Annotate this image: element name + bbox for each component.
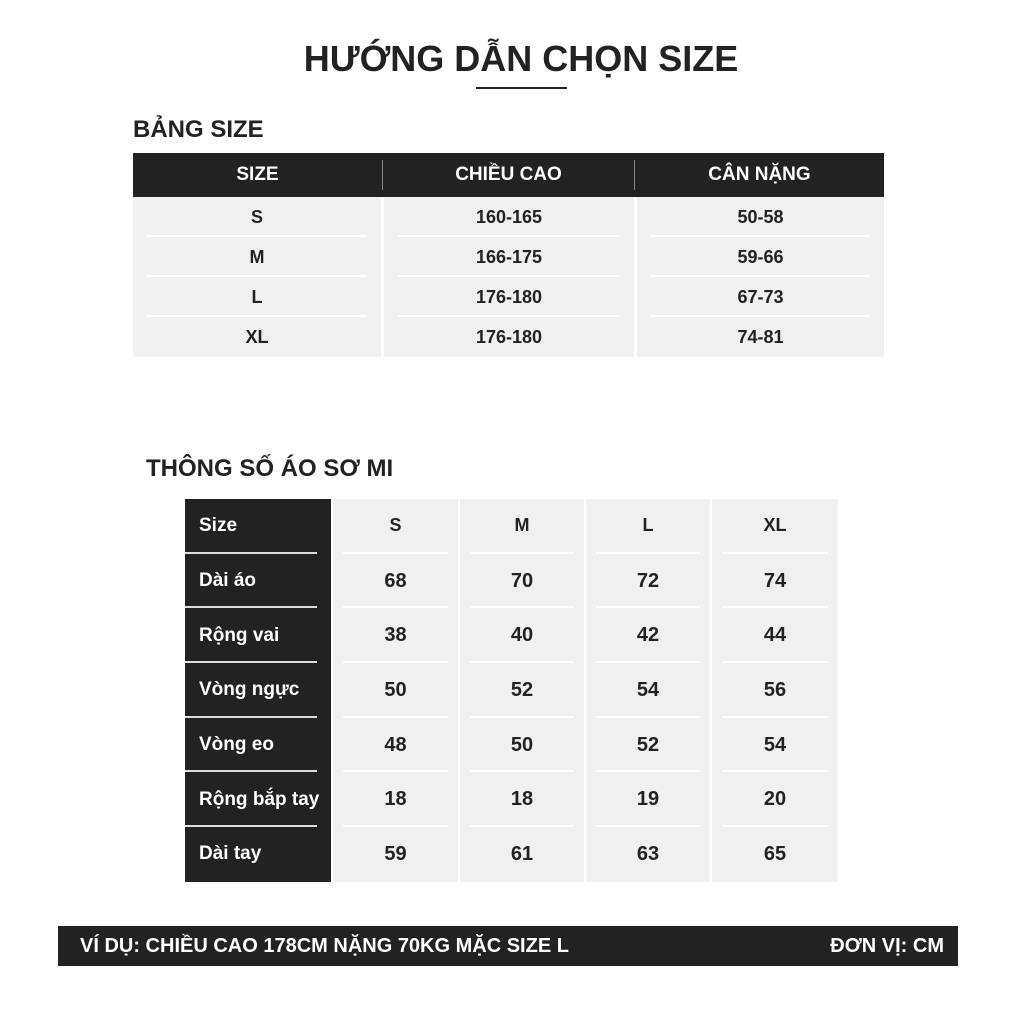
table-cell: 160-165 [384, 197, 634, 237]
example-text: VÍ DỤ: CHIỀU CAO 178CM NẶNG 70KG MẶC SIZ… [80, 934, 569, 957]
table-cell: 56 [712, 663, 838, 718]
table-cell: 44 [712, 608, 838, 663]
table-cell: 18 [460, 772, 584, 827]
table-cell: M [133, 237, 381, 277]
table-cell: 18 [333, 772, 458, 827]
table-cell: 63 [636, 842, 660, 865]
table-cell: 68 [333, 554, 458, 609]
table-cell: 50-58 [637, 197, 884, 237]
header-size: SIZE [133, 160, 383, 190]
table-cell: 42 [586, 608, 710, 663]
table-cell: 40 [460, 608, 584, 663]
table-cell: 54 [712, 718, 838, 773]
size-m-column: M 70 40 52 50 18 61 [460, 499, 584, 882]
table-cell: L [133, 277, 381, 317]
title-underline [476, 87, 567, 89]
shirt-table-heading: THÔNG SỐ ÁO SƠ MI [146, 455, 394, 482]
table-cell: 59-66 [637, 237, 884, 277]
row-label: Rộng vai [185, 608, 331, 663]
row-label: Dài áo [185, 554, 331, 609]
size-s-column: S 68 38 50 48 18 59 [333, 499, 458, 882]
table-cell: 65 [763, 842, 787, 865]
table-cell: 74-81 [737, 326, 784, 347]
size-l-column: L 72 42 54 52 19 63 [586, 499, 710, 882]
table-cell: 48 [333, 718, 458, 773]
table-cell: 61 [510, 842, 534, 865]
row-label: Size [185, 499, 331, 554]
table-cell: 176-180 [384, 277, 634, 317]
size-column: S M L XL [133, 197, 381, 357]
table-cell: S [133, 197, 381, 237]
column-header: L [586, 499, 710, 554]
column-header: M [460, 499, 584, 554]
table-cell: 176-180 [475, 326, 543, 347]
size-table-header: SIZE CHIỀU CAO CÂN NẶNG [133, 153, 884, 197]
size-table-heading: BẢNG SIZE [133, 116, 264, 143]
table-cell: 38 [333, 608, 458, 663]
table-cell: 59 [384, 842, 407, 865]
table-cell: 72 [586, 554, 710, 609]
row-labels-column: Size Dài áo Rộng vai Vòng ngực Vòng eo R… [185, 499, 331, 882]
row-label: Vòng eo [185, 718, 331, 773]
table-cell: 50 [333, 663, 458, 718]
size-table-body: S M L XL 160-165 166-175 176-180 176-180… [133, 197, 884, 357]
page-title: HƯỚNG DẪN CHỌN SIZE [303, 38, 739, 79]
header-weight: CÂN NẶNG [708, 164, 811, 185]
footer-bar: VÍ DỤ: CHIỀU CAO 178CM NẶNG 70KG MẶC SIZ… [58, 926, 958, 966]
table-cell: XL [245, 326, 269, 347]
shirt-measurement-table: Size Dài áo Rộng vai Vòng ngực Vòng eo R… [185, 499, 838, 882]
table-cell: 67-73 [637, 277, 884, 317]
row-label: Rộng bắp tay [185, 772, 331, 827]
row-label: Vòng ngực [185, 663, 331, 718]
table-cell: 70 [460, 554, 584, 609]
table-cell: 19 [586, 772, 710, 827]
table-cell: 54 [586, 663, 710, 718]
column-header: XL [712, 499, 838, 554]
column-header: S [333, 499, 458, 554]
table-cell: 52 [586, 718, 710, 773]
table-cell: 50 [460, 718, 584, 773]
table-cell: 74 [712, 554, 838, 609]
table-cell: 20 [712, 772, 838, 827]
weight-column: 50-58 59-66 67-73 74-81 [637, 197, 884, 357]
table-cell: 52 [460, 663, 584, 718]
size-table: SIZE CHIỀU CAO CÂN NẶNG S M L XL 160-165… [133, 153, 884, 357]
size-xl-column: XL 74 44 56 54 20 65 [712, 499, 838, 882]
table-cell: 166-175 [384, 237, 634, 277]
unit-text: ĐƠN VỊ: CM [830, 934, 944, 957]
row-label: Dài tay [199, 843, 262, 865]
height-column: 160-165 166-175 176-180 176-180 [384, 197, 634, 357]
header-height: CHIỀU CAO [383, 160, 635, 190]
